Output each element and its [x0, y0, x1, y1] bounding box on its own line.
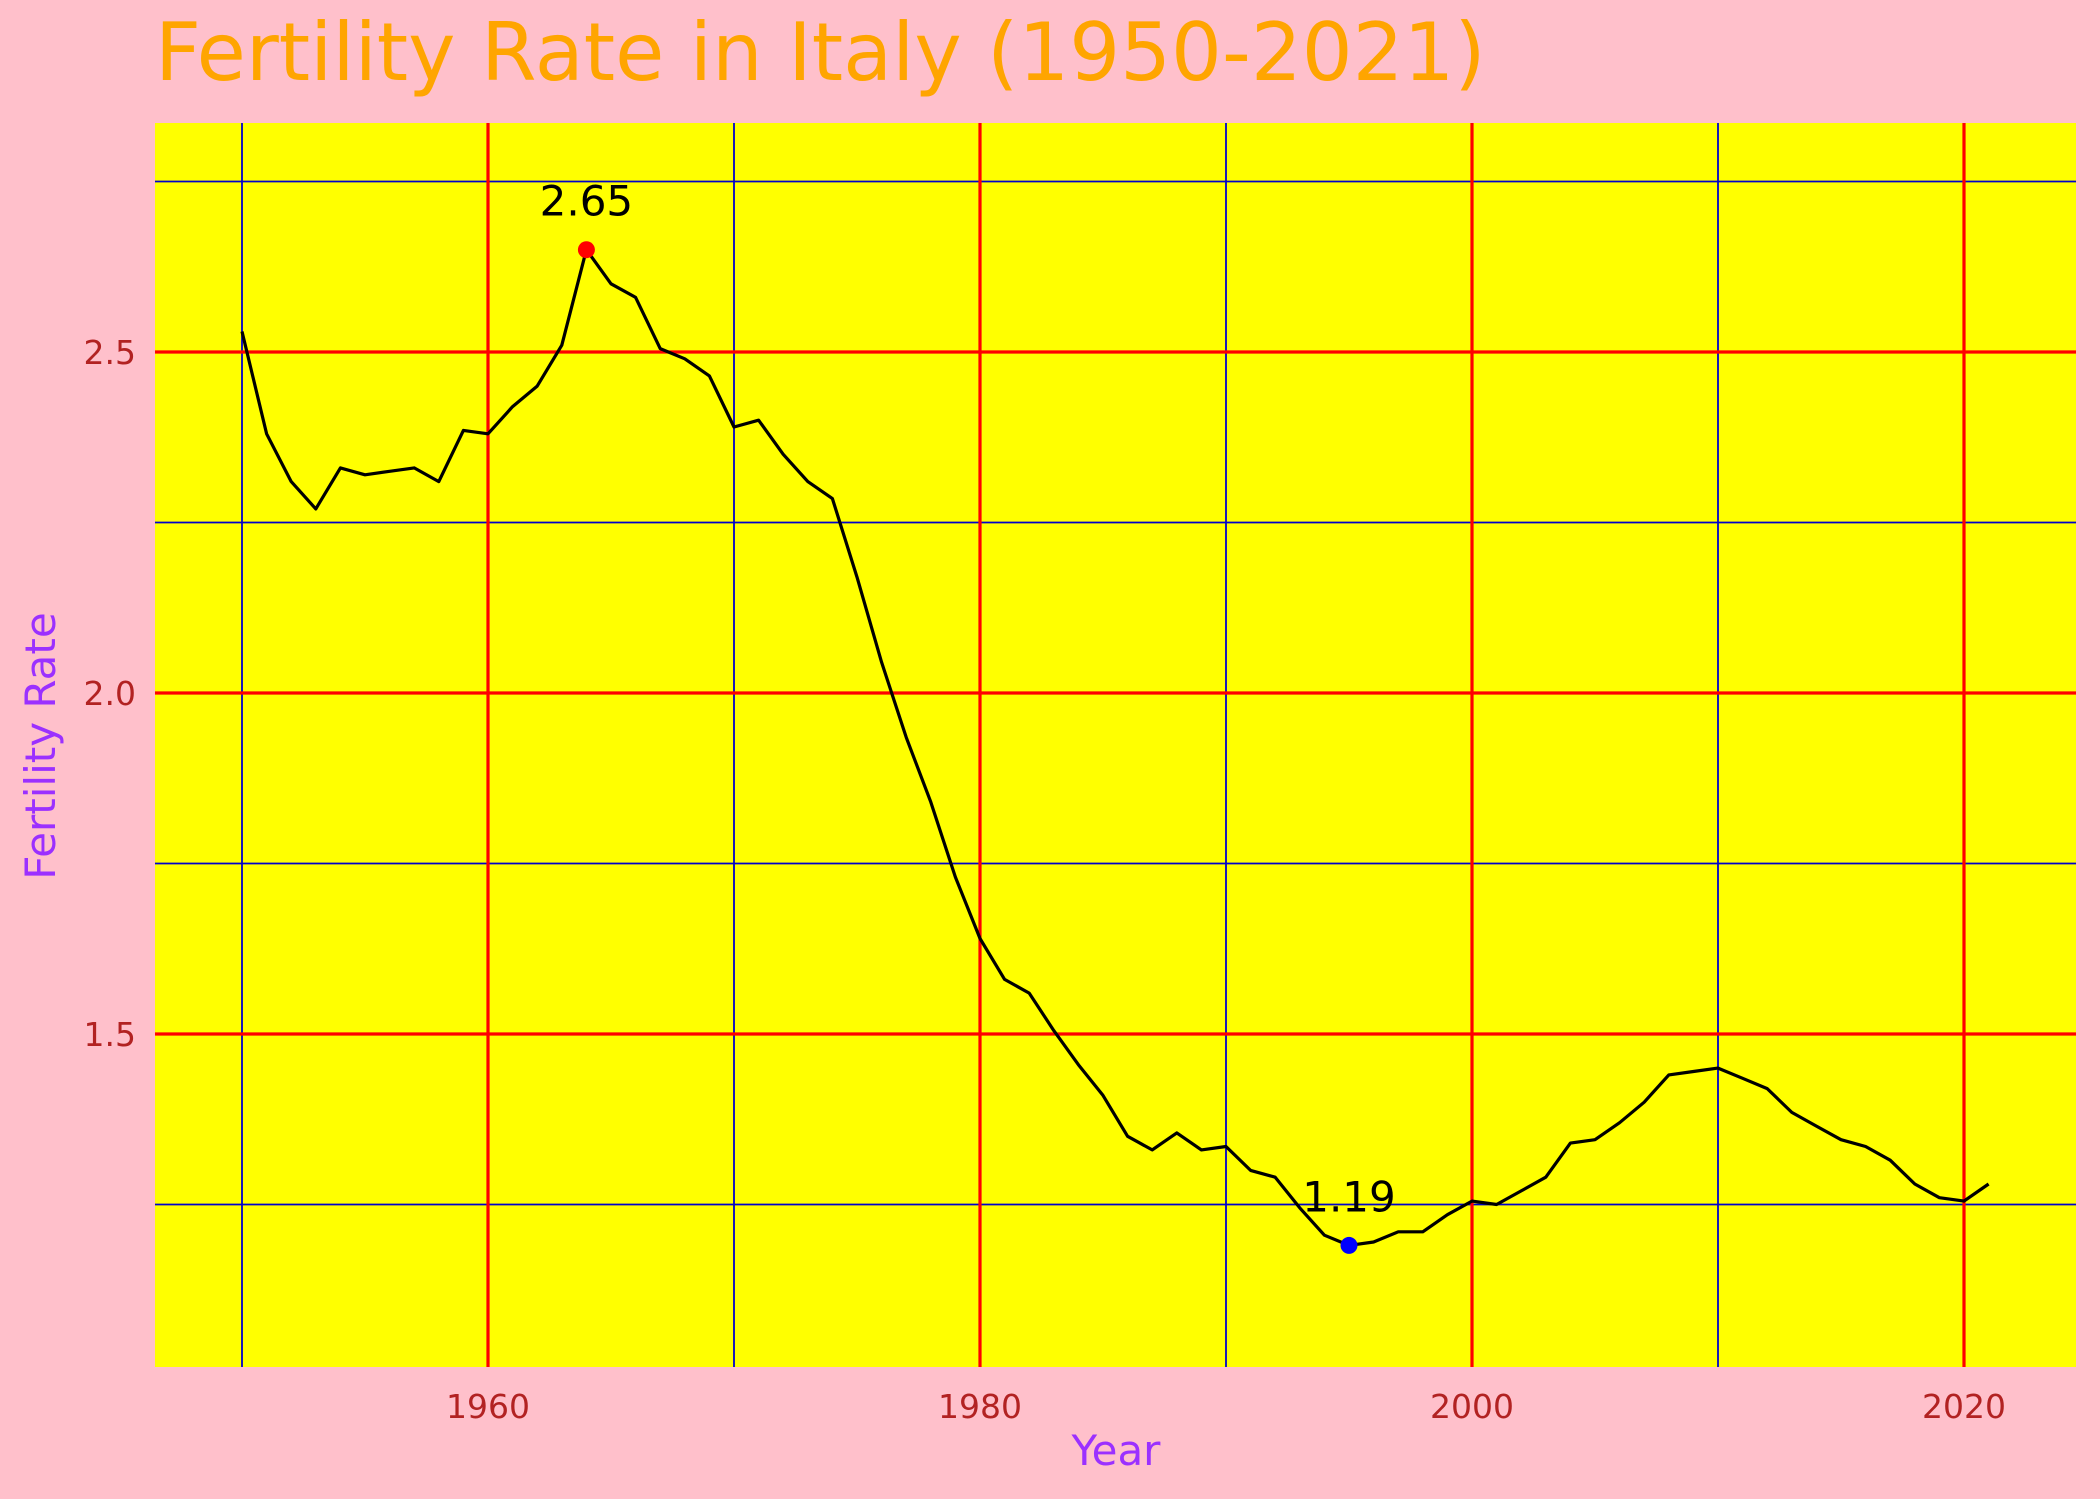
annotation-marker	[1340, 1236, 1358, 1254]
minor-grid	[155, 123, 2076, 1367]
y-tick-label: 1.5	[84, 1015, 136, 1054]
x-tick-label: 1980	[938, 1387, 1022, 1426]
y-axis-label: Fertility Rate	[16, 612, 65, 879]
y-tick-label: 2.5	[84, 333, 136, 372]
major-grid	[155, 123, 2076, 1367]
annotation-label: 1.19	[1302, 1172, 1396, 1221]
annotation-marker	[577, 241, 595, 259]
chart-title: Fertility Rate in Italy (1950-2021)	[155, 6, 1486, 99]
annotation-label: 2.65	[540, 177, 634, 226]
plot-background	[155, 123, 2076, 1367]
x-tick-labels: 1960 1980 2000 2020	[446, 1387, 2006, 1426]
x-tick-label: 1960	[446, 1387, 530, 1426]
x-axis-label: Year	[1071, 1426, 1162, 1475]
y-tick-labels: 1.5 2.0 2.5	[84, 333, 136, 1054]
x-tick-label: 2000	[1430, 1387, 1514, 1426]
annotations: 2.65 1.19	[540, 177, 1396, 1254]
series-line	[240, 248, 1990, 1247]
x-tick-label: 2020	[1922, 1387, 2006, 1426]
y-tick-label: 2.0	[84, 674, 136, 713]
